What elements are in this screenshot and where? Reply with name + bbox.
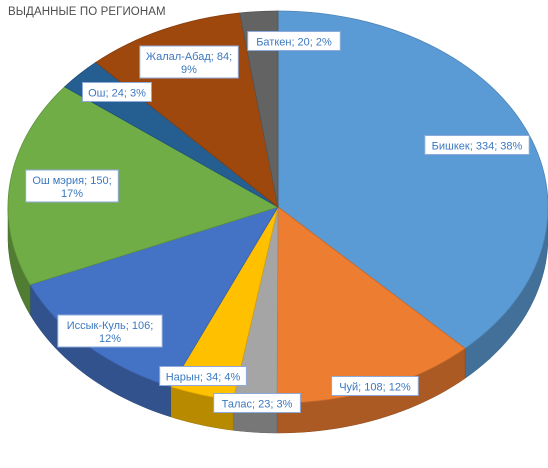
pie-slice-баткен — [239, 10, 279, 208]
data-label-box — [424, 135, 530, 155]
data-label-box — [213, 393, 301, 413]
data-label-box — [247, 31, 341, 51]
data-label-жалал-абад: Жалал-Абад; 84;9% — [139, 45, 239, 79]
pie-slice-бишкек — [277, 10, 548, 349]
data-labels: Бишкек; 334; 38% Чуй; 108; 12% Талас; 23; … — [25, 31, 530, 413]
data-label-box — [82, 82, 152, 102]
data-label-text: Нарын; 34; 4% — [166, 372, 241, 384]
pie-slice-ош-мэрия — [7, 86, 280, 286]
data-label-ош: Ош; 24; 3% — [82, 82, 152, 102]
data-label-text: 17% — [61, 188, 83, 200]
data-label-ош-мэрия: Ош мэрия; 150;17% — [25, 169, 119, 203]
data-label-box — [331, 376, 419, 396]
data-label-box — [159, 366, 247, 386]
data-label-text: 12% — [99, 333, 121, 345]
data-label-чуй: Чуй; 108; 12% — [331, 376, 419, 396]
chart-title: ВЫДАННЫЕ ПО РЕГИОНАМ — [8, 6, 166, 18]
data-label-бишкек: Бишкек; 334; 38% — [424, 135, 530, 155]
data-label-text: Чуй; 108; 12% — [339, 382, 411, 394]
data-label-box — [139, 45, 239, 79]
data-label-text: Баткен; 20; 2% — [256, 37, 332, 49]
data-label-text: Ош; 24; 3% — [88, 88, 146, 100]
data-label-text: Ош мэрия; 150; — [32, 175, 111, 187]
data-label-иссык-куль: Иссык-Куль; 106;12% — [57, 314, 163, 348]
data-label-box — [57, 314, 163, 348]
data-label-box — [25, 169, 119, 203]
data-label-нарын: Нарын; 34; 4% — [159, 366, 247, 386]
data-label-талас: Талас; 23; 3% — [213, 393, 301, 413]
data-label-text: Иссык-Куль; 106; — [67, 320, 154, 332]
data-label-text: Жалал-Абад; 84; — [146, 51, 232, 63]
data-label-text: Бишкек; 334; 38% — [432, 141, 523, 153]
data-label-text: Талас; 23; 3% — [222, 399, 293, 411]
data-label-text: 9% — [181, 64, 197, 76]
data-label-баткен: Баткен; 20; 2% — [247, 31, 341, 51]
